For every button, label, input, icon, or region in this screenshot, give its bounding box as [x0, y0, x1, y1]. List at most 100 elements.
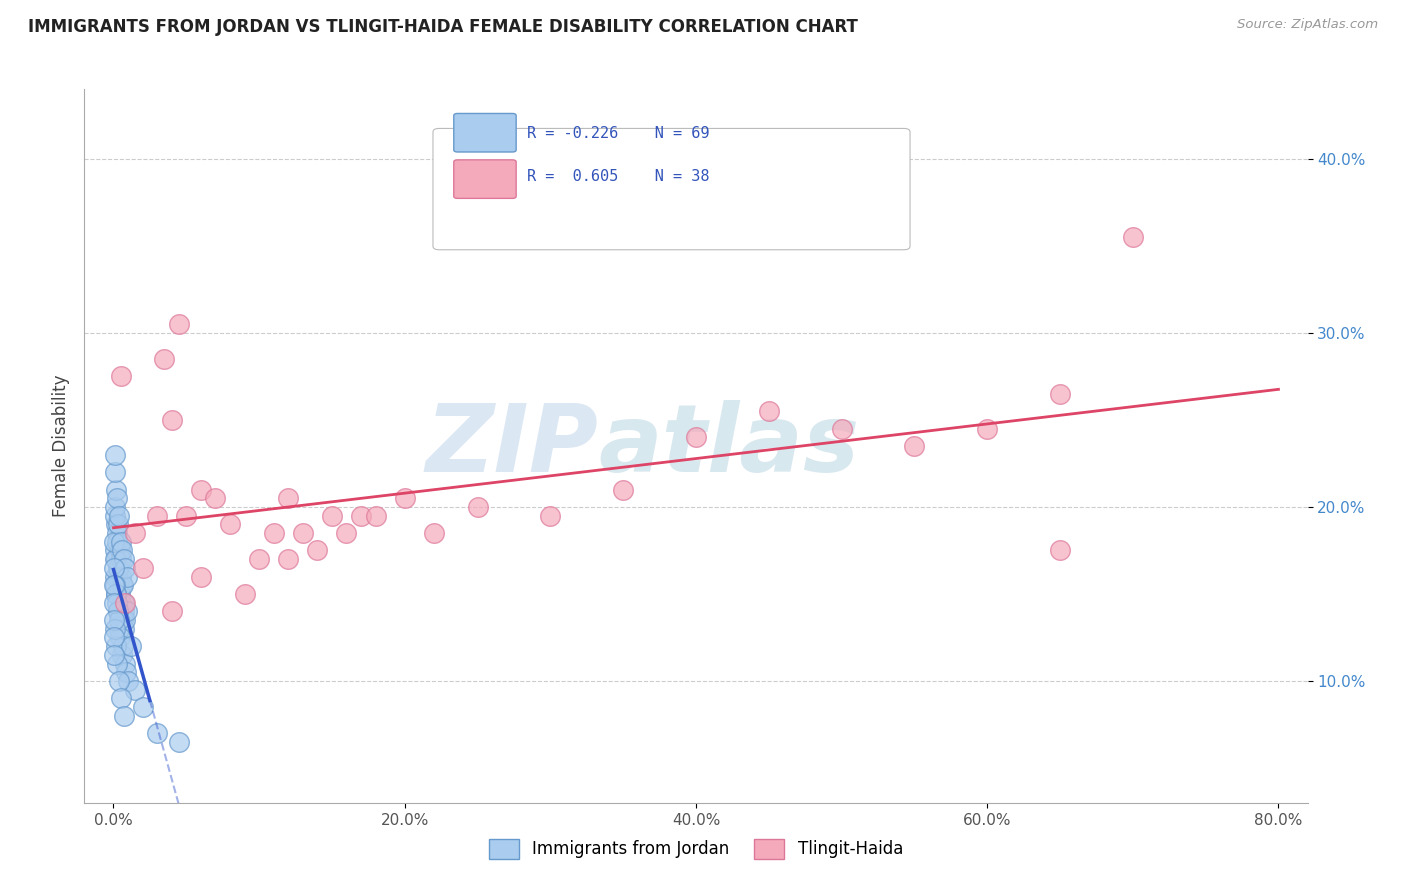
Point [467, 500, 489, 514]
Point [976, 421, 998, 435]
Point [117, 673, 139, 688]
Point [174, 508, 197, 523]
Point [110, 569, 132, 583]
Point [110, 691, 132, 706]
Point [105, 657, 128, 671]
Point [107, 604, 129, 618]
Point [112, 596, 135, 610]
Point [105, 587, 128, 601]
Point [105, 491, 128, 506]
Point [114, 596, 136, 610]
Point [247, 552, 270, 566]
Point [103, 613, 125, 627]
Point [110, 631, 132, 645]
Point [104, 622, 127, 636]
Point [107, 578, 129, 592]
Point [115, 604, 138, 618]
Point [112, 604, 135, 618]
Point [108, 622, 131, 636]
Point [104, 543, 127, 558]
Text: R = -0.226    N = 69: R = -0.226 N = 69 [527, 126, 710, 141]
Point [104, 569, 127, 583]
Point [103, 534, 125, 549]
Point [105, 596, 128, 610]
Point [364, 508, 387, 523]
Point [112, 552, 135, 566]
Point [111, 543, 134, 558]
Point [167, 735, 190, 749]
Point [107, 561, 129, 575]
Point [108, 673, 131, 688]
Point [107, 569, 129, 583]
Text: atlas: atlas [598, 400, 859, 492]
Point [104, 500, 127, 514]
Point [115, 569, 138, 583]
Point [1122, 230, 1144, 244]
Point [160, 604, 183, 618]
Point [903, 439, 925, 453]
Point [104, 578, 127, 592]
Point [105, 534, 128, 549]
Point [394, 491, 416, 506]
Text: R =  0.605    N = 38: R = 0.605 N = 38 [527, 169, 710, 184]
Point [112, 639, 135, 653]
Point [110, 552, 132, 566]
Point [103, 578, 125, 592]
Point [1049, 543, 1071, 558]
Point [111, 578, 134, 592]
Point [108, 543, 131, 558]
Point [277, 491, 299, 506]
Point [108, 508, 131, 523]
Point [153, 351, 176, 366]
Legend: Immigrants from Jordan, Tlingit-Haida: Immigrants from Jordan, Tlingit-Haida [482, 832, 910, 866]
Point [104, 639, 127, 653]
Point [111, 613, 134, 627]
Point [160, 413, 183, 427]
Point [167, 317, 190, 331]
Point [291, 526, 314, 541]
Point [105, 526, 128, 541]
Point [104, 552, 127, 566]
Point [103, 648, 125, 662]
Point [107, 604, 129, 618]
Point [110, 369, 132, 384]
FancyBboxPatch shape [433, 128, 910, 250]
Point [131, 561, 153, 575]
Point [114, 657, 136, 671]
Point [108, 561, 131, 575]
Point [105, 483, 128, 497]
Point [111, 578, 134, 592]
Point [104, 517, 127, 532]
Point [104, 508, 127, 523]
Point [104, 448, 127, 462]
FancyBboxPatch shape [454, 113, 516, 152]
Text: IMMIGRANTS FROM JORDAN VS TLINGIT-HAIDA FEMALE DISABILITY CORRELATION CHART: IMMIGRANTS FROM JORDAN VS TLINGIT-HAIDA … [28, 18, 858, 36]
Point [1049, 386, 1071, 401]
Point [277, 552, 299, 566]
Point [114, 613, 136, 627]
Point [110, 534, 132, 549]
Point [110, 596, 132, 610]
Point [103, 631, 125, 645]
Point [190, 483, 212, 497]
Point [103, 596, 125, 610]
Point [108, 587, 131, 601]
Point [103, 561, 125, 575]
Point [114, 561, 136, 575]
Point [105, 552, 128, 566]
FancyBboxPatch shape [454, 160, 516, 198]
Point [538, 508, 561, 523]
Text: ZIP: ZIP [425, 400, 598, 492]
Point [685, 430, 707, 444]
Point [111, 648, 134, 662]
Point [321, 508, 343, 523]
Point [307, 543, 329, 558]
Point [131, 700, 153, 714]
Point [120, 639, 142, 653]
Point [104, 465, 127, 479]
Point [233, 587, 256, 601]
Point [219, 517, 242, 532]
Point [423, 526, 446, 541]
Point [112, 708, 135, 723]
Point [204, 491, 226, 506]
